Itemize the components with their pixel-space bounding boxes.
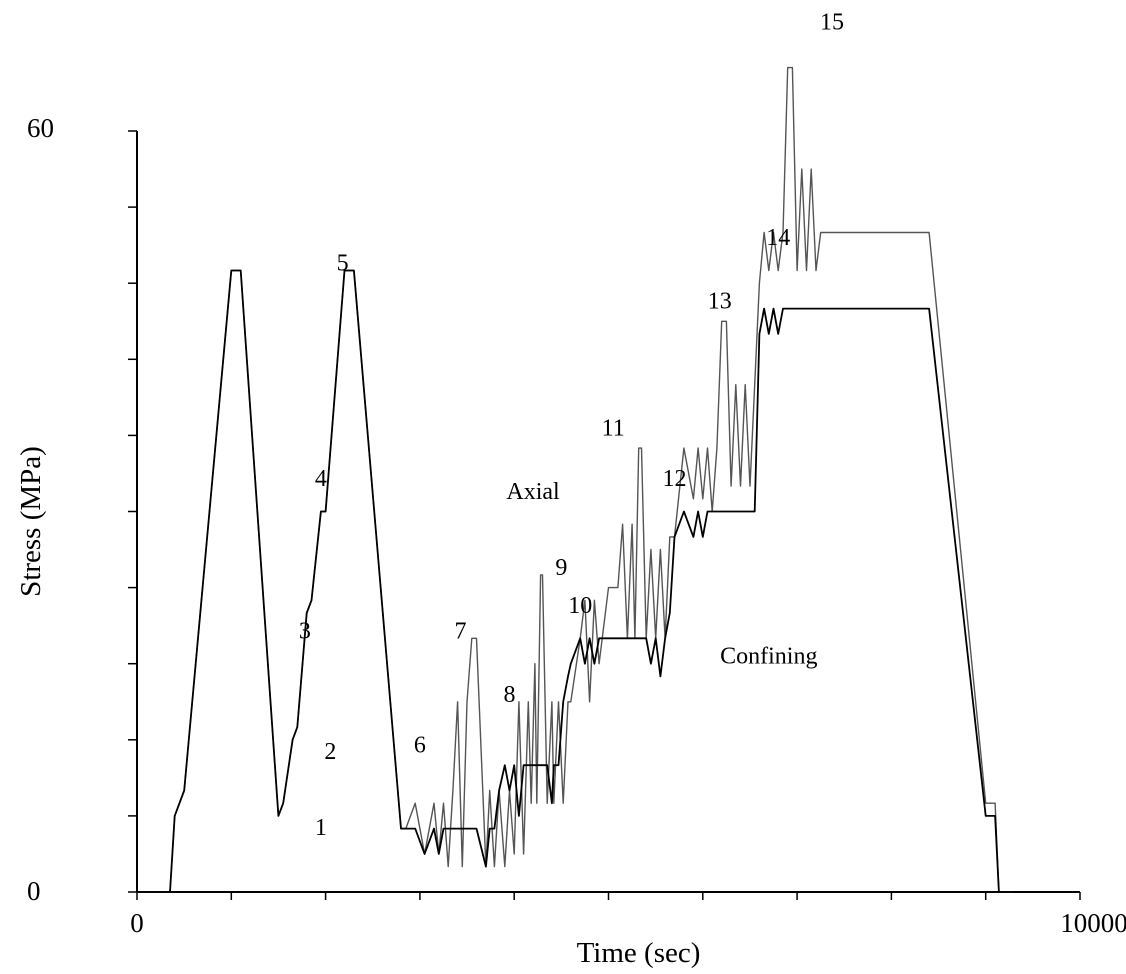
annotation-label: 14 [766, 225, 790, 251]
annotation-label: 2 [324, 739, 336, 765]
y-tick-label: 0 [27, 876, 41, 906]
annotation-label: 1 [315, 815, 327, 841]
annotation-label: 7 [454, 618, 466, 644]
y-axis-label: Stress (MPa) [15, 446, 47, 597]
x-tick-label: 0 [130, 908, 144, 938]
y-tick-label: 60 [27, 113, 54, 143]
annotation-label: 6 [414, 732, 426, 758]
x-tick-label: 10000 [1060, 908, 1126, 938]
y-ticks: 0 60 [27, 113, 137, 906]
series-line-confining [137, 269, 1014, 893]
annotation-label: 15 [820, 10, 844, 36]
x-axis-label: Time (sec) [577, 937, 701, 969]
series-layer [137, 66, 1014, 893]
annotation-label: 10 [568, 593, 592, 619]
annotation-label: 8 [503, 682, 515, 708]
x-ticks: 0 10000 [130, 892, 1126, 938]
annotation-label: 12 [663, 466, 687, 492]
annotation-label: 4 [315, 466, 327, 492]
annotation-label: Confining [720, 644, 817, 670]
annotation-label: 5 [337, 251, 349, 277]
annotation-label: 9 [555, 555, 567, 581]
annotation-label: Axial [506, 479, 560, 505]
annotation-label: 11 [602, 415, 625, 441]
axes: 0 60 0 10000 [27, 113, 1126, 938]
series-line-axial [137, 66, 1014, 893]
annotation-label: 13 [708, 289, 732, 315]
annotation-label: 3 [299, 618, 311, 644]
